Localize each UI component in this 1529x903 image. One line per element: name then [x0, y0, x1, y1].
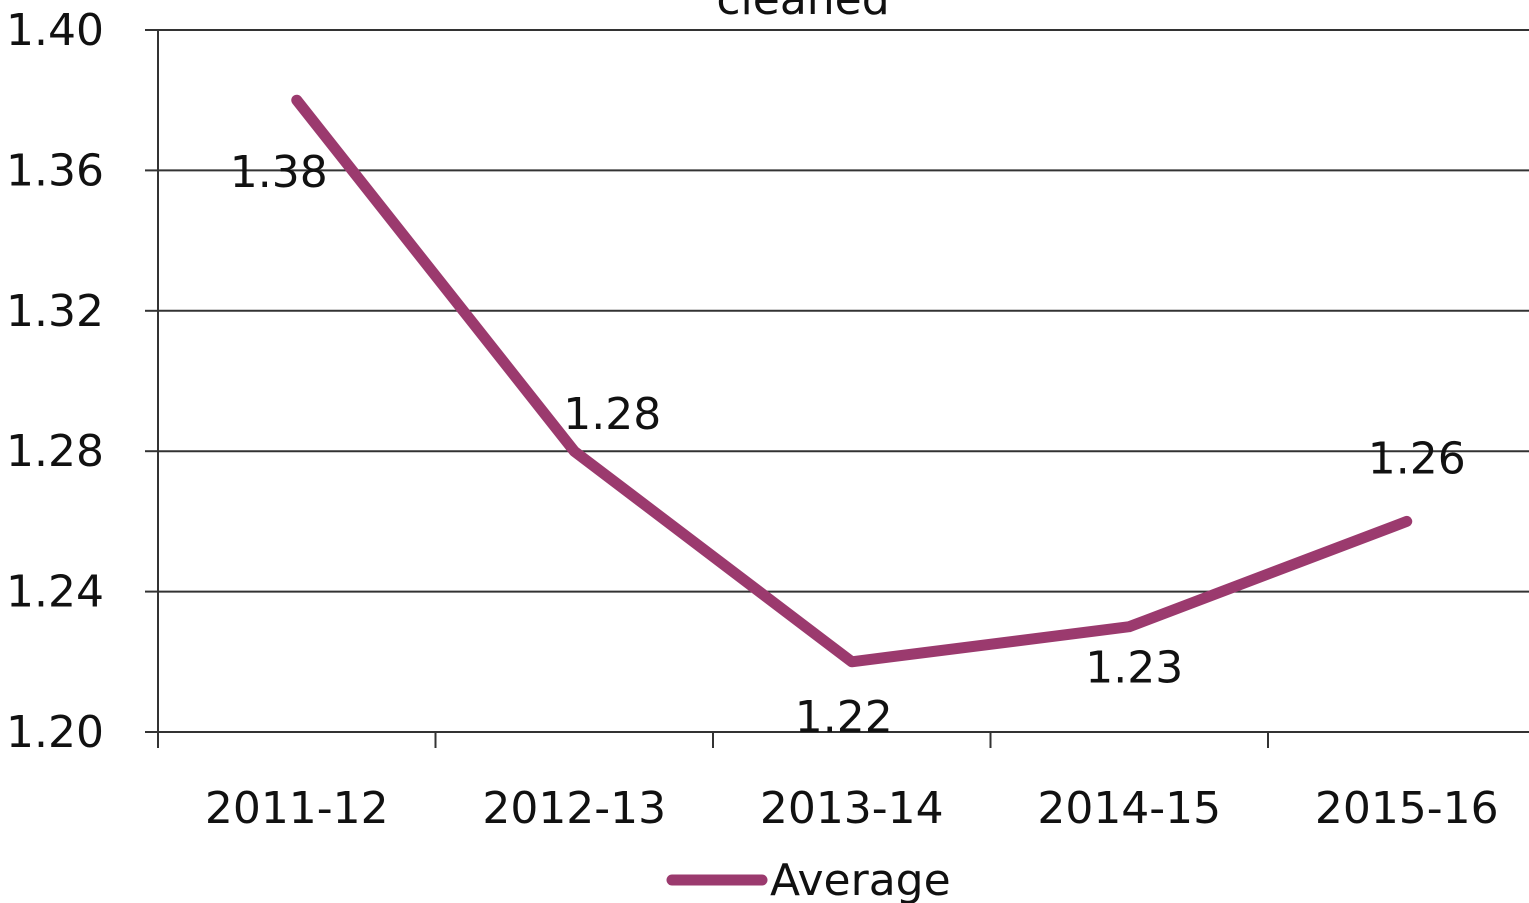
y-tick-label: 1.24	[6, 567, 104, 618]
y-tick-label: 1.36	[6, 145, 104, 196]
data-label: 1.38	[230, 147, 328, 198]
legend-label: Average	[770, 855, 951, 903]
y-tick-label: 1.28	[6, 426, 104, 477]
data-label: 1.28	[563, 389, 661, 440]
y-tick-label: 1.32	[6, 286, 104, 337]
y-tick-label: 1.40	[6, 5, 104, 56]
data-label: 1.22	[795, 692, 893, 743]
x-tick-label: 2012-13	[482, 783, 666, 834]
x-tick-label: 2015-16	[1315, 783, 1499, 834]
data-label: 1.26	[1368, 433, 1466, 484]
line	[291, 94, 1413, 668]
x-tick-label: 2013-14	[760, 783, 944, 834]
x-tick-label: 2011-12	[205, 783, 389, 834]
x-tick-label: 2014-15	[1037, 783, 1221, 834]
chart-title: cleaned	[716, 0, 889, 25]
data-label: 1.23	[1085, 643, 1183, 694]
y-tick-label: 1.20	[6, 707, 104, 758]
